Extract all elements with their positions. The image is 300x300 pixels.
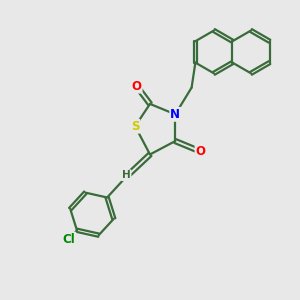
Text: H: H — [122, 170, 130, 180]
Text: S: S — [131, 120, 140, 133]
Text: O: O — [132, 80, 142, 93]
Text: N: N — [170, 108, 180, 121]
Text: Cl: Cl — [62, 232, 75, 246]
Text: O: O — [196, 145, 206, 158]
